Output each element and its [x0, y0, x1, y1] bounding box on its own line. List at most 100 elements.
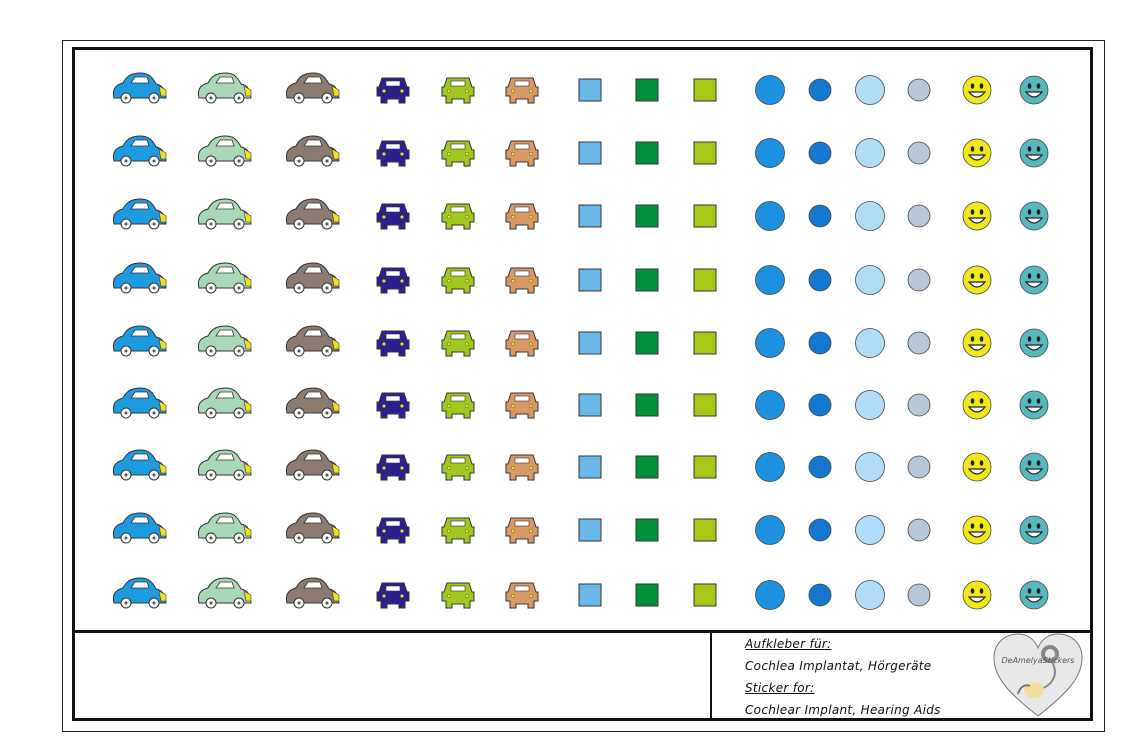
sticker-circle-large-icon [755, 138, 785, 168]
sticker-car-side-icon [112, 72, 167, 104]
sticker-circle-large-icon [855, 452, 885, 482]
footer-divider [72, 630, 1093, 633]
sticker-circle-large-icon [855, 390, 885, 420]
sticker-circle-large-icon [755, 580, 785, 610]
sticker-car-side-icon [285, 262, 340, 294]
sticker-square-icon [578, 331, 602, 355]
sticker-circle-small-icon [907, 78, 931, 102]
sticker-smiley-icon [962, 515, 992, 545]
sticker-car-front-icon [376, 77, 410, 104]
sticker-car-side-icon [285, 135, 340, 167]
sticker-car-front-icon [441, 517, 475, 544]
sticker-smiley-icon [962, 390, 992, 420]
sticker-circle-small-icon [907, 518, 931, 542]
sticker-circle-small-icon [907, 204, 931, 228]
text-german: Cochlea Implantat, Hörgeräte [745, 659, 932, 673]
sticker-circle-small-icon [808, 141, 832, 165]
sticker-circle-large-icon [755, 265, 785, 295]
sticker-car-side-icon [197, 325, 252, 357]
sticker-circle-small-icon [808, 583, 832, 607]
sticker-square-icon [578, 518, 602, 542]
sticker-smiley-icon [1019, 390, 1049, 420]
sticker-circle-small-icon [808, 331, 832, 355]
sticker-circle-large-icon [855, 580, 885, 610]
sticker-square-icon [578, 583, 602, 607]
sticker-car-front-icon [505, 203, 539, 230]
sticker-car-front-icon [441, 330, 475, 357]
sticker-circle-large-icon [755, 75, 785, 105]
sticker-car-side-icon [285, 577, 340, 609]
sticker-smiley-icon [1019, 265, 1049, 295]
sticker-circle-small-icon [907, 141, 931, 165]
sticker-car-side-icon [197, 449, 252, 481]
sticker-car-front-icon [505, 330, 539, 357]
sticker-smiley-icon [962, 138, 992, 168]
text-english: Cochlear Implant, Hearing Aids [745, 703, 941, 717]
sticker-car-side-icon [285, 198, 340, 230]
sticker-car-front-icon [376, 267, 410, 294]
sticker-car-front-icon [441, 203, 475, 230]
sticker-square-icon [693, 393, 717, 417]
sticker-car-side-icon [285, 449, 340, 481]
sticker-smiley-icon [962, 580, 992, 610]
sticker-square-icon [578, 268, 602, 292]
sticker-car-side-icon [112, 262, 167, 294]
sticker-square-icon [693, 583, 717, 607]
sticker-car-front-icon [505, 267, 539, 294]
sticker-car-side-icon [112, 577, 167, 609]
sticker-circle-small-icon [808, 455, 832, 479]
sticker-car-side-icon [285, 325, 340, 357]
sticker-square-icon [635, 518, 659, 542]
sticker-circle-small-icon [808, 78, 832, 102]
sticker-circle-large-icon [855, 328, 885, 358]
sticker-square-icon [635, 268, 659, 292]
sticker-car-side-icon [285, 512, 340, 544]
sticker-square-icon [635, 204, 659, 228]
sticker-square-icon [578, 455, 602, 479]
sticker-car-side-icon [112, 325, 167, 357]
sticker-square-icon [578, 204, 602, 228]
sticker-smiley-icon [962, 201, 992, 231]
sticker-circle-small-icon [907, 583, 931, 607]
sticker-circle-small-icon [907, 268, 931, 292]
sticker-car-front-icon [376, 582, 410, 609]
sticker-car-front-icon [505, 454, 539, 481]
sticker-car-front-icon [441, 454, 475, 481]
sticker-circle-large-icon [855, 138, 885, 168]
sticker-circle-large-icon [755, 515, 785, 545]
sticker-smiley-icon [1019, 328, 1049, 358]
footer-vertical-divider [710, 630, 712, 721]
sticker-square-icon [635, 455, 659, 479]
sticker-square-icon [578, 141, 602, 165]
sticker-square-icon [693, 204, 717, 228]
sticker-car-side-icon [197, 262, 252, 294]
sticker-circle-large-icon [755, 201, 785, 231]
sticker-square-icon [693, 78, 717, 102]
sticker-car-front-icon [505, 140, 539, 167]
sticker-car-front-icon [376, 392, 410, 419]
sticker-square-icon [635, 78, 659, 102]
sticker-square-icon [578, 78, 602, 102]
sticker-car-side-icon [112, 512, 167, 544]
sticker-car-front-icon [376, 330, 410, 357]
sticker-car-side-icon [197, 577, 252, 609]
sticker-smiley-icon [962, 452, 992, 482]
sticker-car-front-icon [441, 267, 475, 294]
sticker-car-side-icon [197, 135, 252, 167]
sticker-circle-small-icon [907, 331, 931, 355]
sticker-car-side-icon [112, 449, 167, 481]
sticker-square-icon [693, 141, 717, 165]
sticker-car-front-icon [376, 517, 410, 544]
sticker-square-icon [693, 455, 717, 479]
sticker-car-front-icon [505, 582, 539, 609]
sticker-car-front-icon [441, 140, 475, 167]
sticker-car-side-icon [285, 72, 340, 104]
sticker-car-side-icon [112, 135, 167, 167]
sticker-car-side-icon [197, 198, 252, 230]
sticker-circle-small-icon [907, 393, 931, 417]
sticker-car-front-icon [441, 77, 475, 104]
sticker-smiley-icon [962, 328, 992, 358]
sticker-smiley-icon [962, 265, 992, 295]
sticker-smiley-icon [1019, 515, 1049, 545]
sheet-outer-border [62, 40, 1105, 732]
